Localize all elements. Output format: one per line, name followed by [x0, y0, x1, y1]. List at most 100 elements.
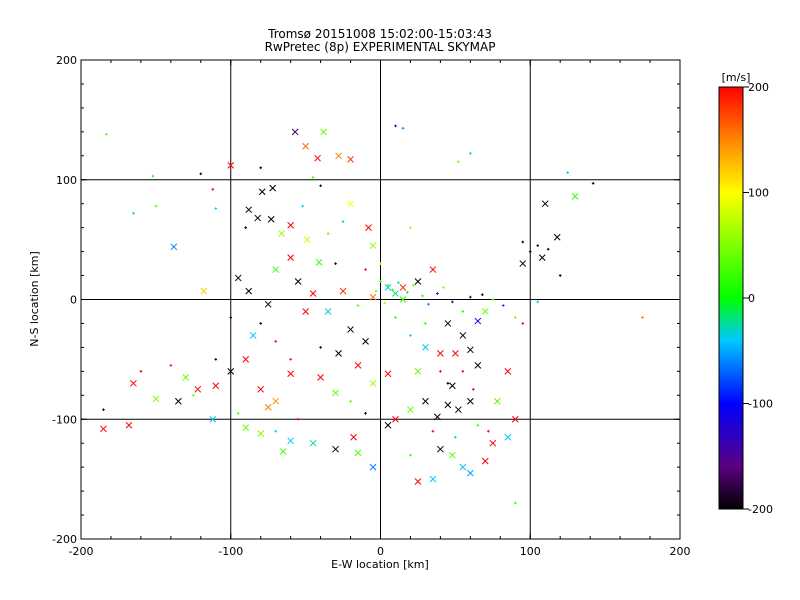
- data-point-plus: [364, 411, 367, 415]
- data-point-plus: [379, 262, 382, 265]
- data-point-plus: [501, 304, 505, 307]
- data-point-x: [422, 344, 429, 351]
- data-point-plus: [461, 370, 465, 373]
- data-point-plus: [451, 300, 454, 304]
- data-point-x: [466, 346, 474, 354]
- data-point-x: [434, 413, 441, 421]
- data-point-plus: [591, 182, 595, 185]
- x-tick-label: 0: [377, 545, 384, 558]
- data-point-x: [294, 278, 302, 285]
- data-point-plus: [439, 370, 442, 373]
- data-point-x: [538, 254, 546, 261]
- data-point-x: [455, 406, 462, 414]
- data-point-plus: [356, 304, 360, 307]
- data-point-x: [227, 367, 235, 375]
- data-point-x: [481, 457, 489, 465]
- colorbar-tick-label: -100: [748, 398, 773, 411]
- data-point-x: [466, 469, 474, 477]
- data-point-x: [324, 308, 332, 315]
- data-point-plus: [259, 166, 262, 170]
- data-point-plus: [487, 429, 490, 433]
- data-point-plus: [274, 340, 277, 343]
- data-point-x: [234, 274, 242, 282]
- data-point-plus: [536, 300, 540, 304]
- data-point-x: [429, 475, 437, 483]
- colorbar: [719, 87, 743, 509]
- data-point-x: [287, 254, 295, 261]
- data-point-x: [350, 433, 357, 441]
- data-point-plus: [151, 174, 155, 178]
- data-point-plus: [274, 429, 277, 433]
- data-point-x: [287, 221, 295, 229]
- data-point-x: [444, 401, 452, 409]
- data-point-x: [258, 188, 266, 196]
- colorbar-unit-label: [m/s]: [722, 71, 751, 84]
- data-point-plus: [469, 152, 472, 155]
- x-tick-label: -200: [69, 545, 94, 558]
- data-point-plus: [301, 204, 304, 208]
- data-point-x: [493, 397, 501, 405]
- data-point-plus: [491, 298, 495, 301]
- data-point-x: [291, 128, 299, 136]
- data-point-plus: [442, 286, 445, 289]
- data-point-x: [571, 193, 579, 200]
- data-point-x: [267, 215, 275, 223]
- data-point-x: [309, 290, 317, 297]
- data-point-x: [317, 373, 324, 381]
- data-point-x: [212, 382, 220, 390]
- data-point-x: [354, 362, 362, 369]
- data-point-x: [369, 242, 377, 249]
- data-point-plus: [397, 281, 400, 285]
- data-point-plus: [349, 399, 352, 403]
- data-point-x: [449, 382, 456, 390]
- y-tick-label: 0: [70, 294, 77, 307]
- data-point-x: [272, 266, 280, 273]
- data-point-x: [347, 326, 354, 333]
- data-point-x: [474, 362, 482, 369]
- data-point-x: [302, 142, 309, 150]
- data-point-plus: [374, 289, 378, 293]
- data-point-plus: [214, 207, 218, 210]
- data-point-x: [257, 430, 265, 437]
- y-axis-label: N-S location [km]: [28, 251, 41, 347]
- data-point-plus: [229, 316, 233, 319]
- data-point-plus: [154, 204, 158, 208]
- data-point-plus: [244, 226, 248, 229]
- data-point-x: [264, 403, 272, 411]
- grid-lines: [81, 60, 680, 539]
- data-point-x: [227, 162, 235, 169]
- data-point-x: [369, 293, 377, 301]
- data-point-x: [459, 463, 467, 471]
- data-point-plus: [536, 244, 540, 247]
- data-point-x: [302, 308, 309, 315]
- data-point-plus: [169, 364, 173, 367]
- data-point-plus: [341, 220, 345, 223]
- data-point-x: [125, 421, 133, 429]
- data-point-x: [272, 397, 280, 405]
- data-point-plus: [199, 172, 203, 176]
- data-point-x: [384, 421, 392, 429]
- data-point-x: [287, 370, 295, 378]
- data-point-plus: [436, 292, 439, 295]
- data-points: [100, 124, 644, 505]
- data-point-plus: [513, 501, 517, 505]
- data-point-plus: [211, 188, 215, 191]
- data-point-x: [392, 415, 399, 423]
- data-point-x: [399, 284, 407, 291]
- data-point-x: [257, 385, 265, 393]
- data-point-x: [314, 154, 321, 162]
- x-tick-label: 100: [520, 545, 541, 558]
- chart-subtitle: RwPretec (8p) EXPERIMENTAL SKYMAP: [265, 40, 496, 54]
- data-point-x: [335, 350, 342, 357]
- data-point-plus: [296, 417, 300, 421]
- data-point-plus: [394, 316, 397, 319]
- data-point-plus: [513, 316, 517, 319]
- data-point-plus: [476, 423, 480, 427]
- data-point-x: [320, 128, 327, 136]
- y-tick-label: 100: [56, 174, 77, 187]
- data-point-plus: [394, 124, 397, 128]
- data-point-plus: [427, 302, 430, 306]
- data-point-x: [429, 266, 437, 273]
- data-point-x: [414, 478, 422, 485]
